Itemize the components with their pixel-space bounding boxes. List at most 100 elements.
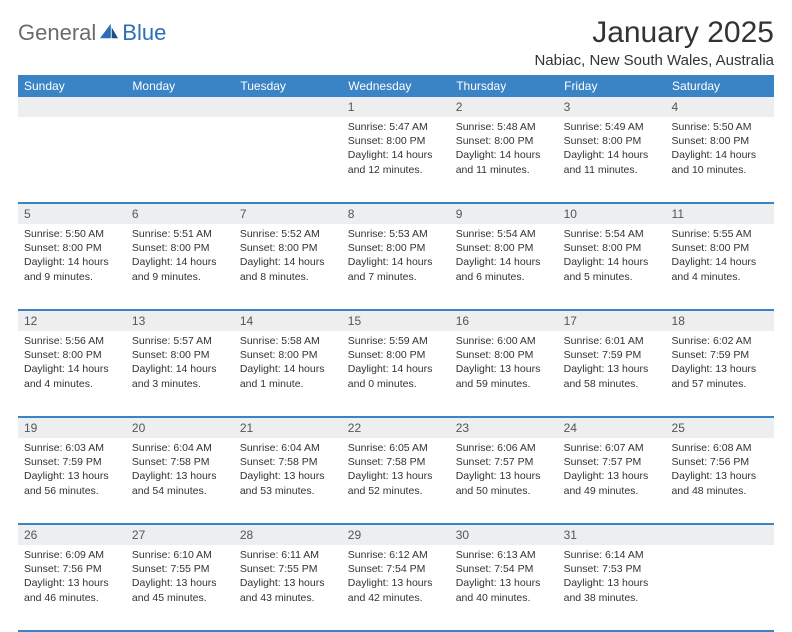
day-detail-cell: Sunrise: 6:03 AMSunset: 7:59 PMDaylight:… (18, 438, 126, 524)
day-number-cell: 2 (450, 97, 558, 117)
daylight-text: Daylight: 14 hours (564, 148, 660, 162)
day-number-cell: 23 (450, 417, 558, 438)
daylight-text: Daylight: 14 hours (672, 255, 768, 269)
day-number-cell: 17 (558, 310, 666, 331)
daylight-text: and 42 minutes. (348, 591, 444, 605)
daylight-text: and 10 minutes. (672, 163, 768, 177)
daylight-text: and 52 minutes. (348, 484, 444, 498)
daylight-text: and 38 minutes. (564, 591, 660, 605)
sunset-text: Sunset: 7:56 PM (24, 562, 120, 576)
sunrise-text: Sunrise: 6:02 AM (672, 334, 768, 348)
weekday-header: Monday (126, 75, 234, 97)
sunrise-text: Sunrise: 5:54 AM (564, 227, 660, 241)
sunrise-text: Sunrise: 6:07 AM (564, 441, 660, 455)
daylight-text: and 58 minutes. (564, 377, 660, 391)
sunset-text: Sunset: 8:00 PM (132, 241, 228, 255)
brand-part1: General (18, 20, 96, 46)
day-number-cell: 11 (666, 203, 774, 224)
day-number-cell: 16 (450, 310, 558, 331)
sunset-text: Sunset: 8:00 PM (456, 241, 552, 255)
day-number-cell: 7 (234, 203, 342, 224)
sunrise-text: Sunrise: 5:49 AM (564, 120, 660, 134)
title-block: January 2025 Nabiac, New South Wales, Au… (534, 16, 774, 69)
day-detail-cell: Sunrise: 6:08 AMSunset: 7:56 PMDaylight:… (666, 438, 774, 524)
daylight-text: and 12 minutes. (348, 163, 444, 177)
day-number-cell: 3 (558, 97, 666, 117)
day-detail-cell: Sunrise: 6:02 AMSunset: 7:59 PMDaylight:… (666, 331, 774, 417)
day-detail-cell: Sunrise: 6:06 AMSunset: 7:57 PMDaylight:… (450, 438, 558, 524)
sunrise-text: Sunrise: 5:50 AM (24, 227, 120, 241)
daylight-text: Daylight: 13 hours (240, 576, 336, 590)
daylight-text: Daylight: 13 hours (132, 576, 228, 590)
day-detail-cell: Sunrise: 5:58 AMSunset: 8:00 PMDaylight:… (234, 331, 342, 417)
daylight-text: Daylight: 14 hours (132, 255, 228, 269)
daylight-text: Daylight: 14 hours (24, 362, 120, 376)
sunset-text: Sunset: 7:54 PM (456, 562, 552, 576)
daylight-text: Daylight: 13 hours (348, 469, 444, 483)
sunrise-text: Sunrise: 6:13 AM (456, 548, 552, 562)
daylight-text: Daylight: 13 hours (672, 469, 768, 483)
day-detail-cell: Sunrise: 5:50 AMSunset: 8:00 PMDaylight:… (18, 224, 126, 310)
sunset-text: Sunset: 7:55 PM (132, 562, 228, 576)
sunset-text: Sunset: 8:00 PM (564, 134, 660, 148)
daylight-text: and 5 minutes. (564, 270, 660, 284)
sunset-text: Sunset: 8:00 PM (240, 241, 336, 255)
day-detail-cell: Sunrise: 6:09 AMSunset: 7:56 PMDaylight:… (18, 545, 126, 631)
sunset-text: Sunset: 7:57 PM (564, 455, 660, 469)
daylight-text: Daylight: 14 hours (348, 255, 444, 269)
sunset-text: Sunset: 7:53 PM (564, 562, 660, 576)
day-detail-cell: Sunrise: 6:05 AMSunset: 7:58 PMDaylight:… (342, 438, 450, 524)
day-number-cell: 9 (450, 203, 558, 224)
day-detail-row: Sunrise: 6:03 AMSunset: 7:59 PMDaylight:… (18, 438, 774, 524)
sunset-text: Sunset: 7:57 PM (456, 455, 552, 469)
sunset-text: Sunset: 8:00 PM (348, 134, 444, 148)
day-detail-cell: Sunrise: 6:01 AMSunset: 7:59 PMDaylight:… (558, 331, 666, 417)
sunrise-text: Sunrise: 5:50 AM (672, 120, 768, 134)
sunset-text: Sunset: 7:54 PM (348, 562, 444, 576)
weekday-header: Wednesday (342, 75, 450, 97)
sunrise-text: Sunrise: 5:56 AM (24, 334, 120, 348)
daylight-text: Daylight: 14 hours (348, 148, 444, 162)
day-detail-cell: Sunrise: 5:59 AMSunset: 8:00 PMDaylight:… (342, 331, 450, 417)
day-detail-cell: Sunrise: 6:00 AMSunset: 8:00 PMDaylight:… (450, 331, 558, 417)
day-number-cell (666, 524, 774, 545)
daylight-text: Daylight: 13 hours (240, 469, 336, 483)
daylight-text: and 59 minutes. (456, 377, 552, 391)
daylight-text: and 11 minutes. (564, 163, 660, 177)
daylight-text: Daylight: 14 hours (456, 148, 552, 162)
day-detail-cell: Sunrise: 6:12 AMSunset: 7:54 PMDaylight:… (342, 545, 450, 631)
sunrise-text: Sunrise: 6:04 AM (240, 441, 336, 455)
day-number-cell: 19 (18, 417, 126, 438)
day-number-cell: 28 (234, 524, 342, 545)
day-number-row: 1234 (18, 97, 774, 117)
calendar-table: SundayMondayTuesdayWednesdayThursdayFrid… (18, 75, 774, 632)
day-number-row: 567891011 (18, 203, 774, 224)
day-detail-cell (18, 117, 126, 203)
sunrise-text: Sunrise: 6:06 AM (456, 441, 552, 455)
day-detail-cell: Sunrise: 5:55 AMSunset: 8:00 PMDaylight:… (666, 224, 774, 310)
daylight-text: Daylight: 13 hours (24, 469, 120, 483)
day-detail-cell (666, 545, 774, 631)
sunset-text: Sunset: 7:58 PM (132, 455, 228, 469)
day-number-cell: 8 (342, 203, 450, 224)
day-number-cell: 21 (234, 417, 342, 438)
daylight-text: and 50 minutes. (456, 484, 552, 498)
sunset-text: Sunset: 7:58 PM (240, 455, 336, 469)
daylight-text: Daylight: 13 hours (564, 362, 660, 376)
daylight-text: Daylight: 13 hours (564, 576, 660, 590)
day-detail-cell: Sunrise: 5:54 AMSunset: 8:00 PMDaylight:… (558, 224, 666, 310)
day-detail-cell: Sunrise: 5:51 AMSunset: 8:00 PMDaylight:… (126, 224, 234, 310)
day-detail-cell: Sunrise: 6:07 AMSunset: 7:57 PMDaylight:… (558, 438, 666, 524)
day-detail-row: Sunrise: 5:50 AMSunset: 8:00 PMDaylight:… (18, 224, 774, 310)
day-number-cell: 29 (342, 524, 450, 545)
day-detail-cell: Sunrise: 5:52 AMSunset: 8:00 PMDaylight:… (234, 224, 342, 310)
weekday-header: Saturday (666, 75, 774, 97)
daylight-text: Daylight: 13 hours (456, 362, 552, 376)
sunrise-text: Sunrise: 5:55 AM (672, 227, 768, 241)
day-detail-cell: Sunrise: 5:49 AMSunset: 8:00 PMDaylight:… (558, 117, 666, 203)
day-number-row: 262728293031 (18, 524, 774, 545)
sunset-text: Sunset: 8:00 PM (348, 241, 444, 255)
day-number-cell: 20 (126, 417, 234, 438)
day-number-cell (234, 97, 342, 117)
sunrise-text: Sunrise: 6:11 AM (240, 548, 336, 562)
